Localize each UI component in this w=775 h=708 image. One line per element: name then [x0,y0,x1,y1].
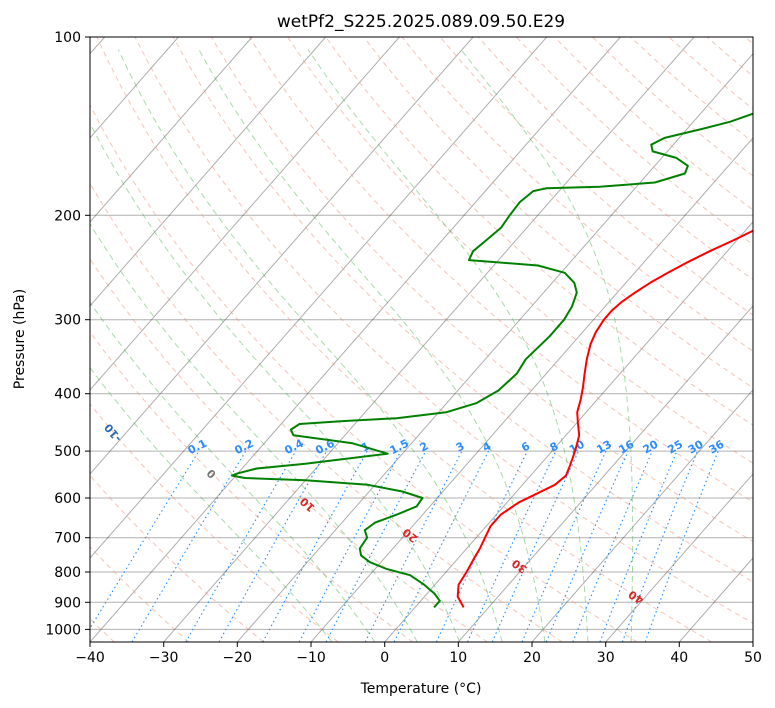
mixing-ratio-line [599,450,678,642]
isotherm-line [90,37,400,391]
isotherm-line [531,389,753,642]
temperature-profile-line [456,229,753,608]
y-axis-label: Pressure (hPa) [12,289,28,389]
y-tick-label: 1000 [45,622,81,638]
y-tick-label: 400 [54,387,81,403]
mixing-ratio-line [298,450,402,642]
reference-lines: 0.10.20.40.611.52346810131620253036-100-… [90,37,753,642]
dry-adiabat-line [90,258,488,642]
x-tick-label: −40 [75,650,105,666]
x-tick-label: 20 [523,650,541,666]
mixing-ratio-line [185,450,297,642]
x-tick-label: 40 [670,650,688,666]
isotherm-line [90,37,474,475]
moist-adiabat-line [90,301,376,642]
moist-adiabat-line [198,49,546,642]
mixing-ratio-line [644,450,719,642]
isotherm-line [310,137,753,642]
y-tick-label: 700 [54,531,81,547]
dewpoint-profile-line [231,112,753,609]
x-tick-label: 30 [597,650,615,666]
axes: −40 −30 −20 −10 0 10 20 30 40 50 100 200 300 400 500 60… [45,30,762,666]
isotherm-line [605,473,753,642]
moist-adiabat-line [90,122,461,642]
mixing-ratio-line [90,450,200,630]
isotherm-line [163,37,695,642]
mixing-ratio-line [621,450,699,642]
profile-series [231,112,753,609]
y-tick-label: 200 [54,208,81,224]
x-tick-label: −20 [223,650,253,666]
chart-title: wetPf2_S225.2025.089.09.50.E29 [277,12,565,32]
isotherm-line [90,37,327,307]
y-tick-label: 500 [54,444,81,460]
isotherm-line [90,37,548,559]
mixing-ratio-line [131,450,247,642]
dry-adiabat-line [90,103,638,642]
moist-adiabat-line [460,49,634,642]
moist-adiabat-line [307,49,589,642]
dry-adiabat-line [134,37,753,624]
dry-adiabat-line [90,331,414,642]
plot-frame [89,36,754,643]
isotherm-line [457,305,753,642]
moist-adiabat-line [90,222,418,642]
isotherm-line [236,53,753,642]
dry-adiabat-line [287,37,753,464]
dry-adiabat-line [401,37,753,352]
dry-adiabat-line [90,474,264,642]
dry-adiabat-line [172,37,753,583]
x-tick-label: 10 [449,650,467,666]
y-tick-label: 600 [54,491,81,507]
y-tick-label: 100 [54,30,81,46]
isotherm-line [90,37,621,642]
dry-adiabat-line [325,37,753,426]
x-axis-label: Temperature (°C) [360,681,482,697]
mixing-ratio-line [393,450,489,642]
x-tick-label: 50 [744,650,762,666]
y-tick-label: 300 [54,313,81,329]
dry-adiabat-line [96,37,712,642]
x-tick-label: −10 [296,650,326,666]
y-tick-label: 900 [54,595,81,611]
x-tick-label: 0 [380,650,389,666]
isotherm-line [384,221,753,642]
mixing-ratio-line [435,450,528,642]
x-tick-label: −30 [149,650,179,666]
moist-adiabat-line [90,366,333,642]
y-tick-label: 800 [54,565,81,581]
dry-adiabat-line [90,403,339,642]
moist-adiabat-line [117,49,503,642]
isotherm-line [90,37,253,223]
dry-adiabat-line [90,182,563,642]
